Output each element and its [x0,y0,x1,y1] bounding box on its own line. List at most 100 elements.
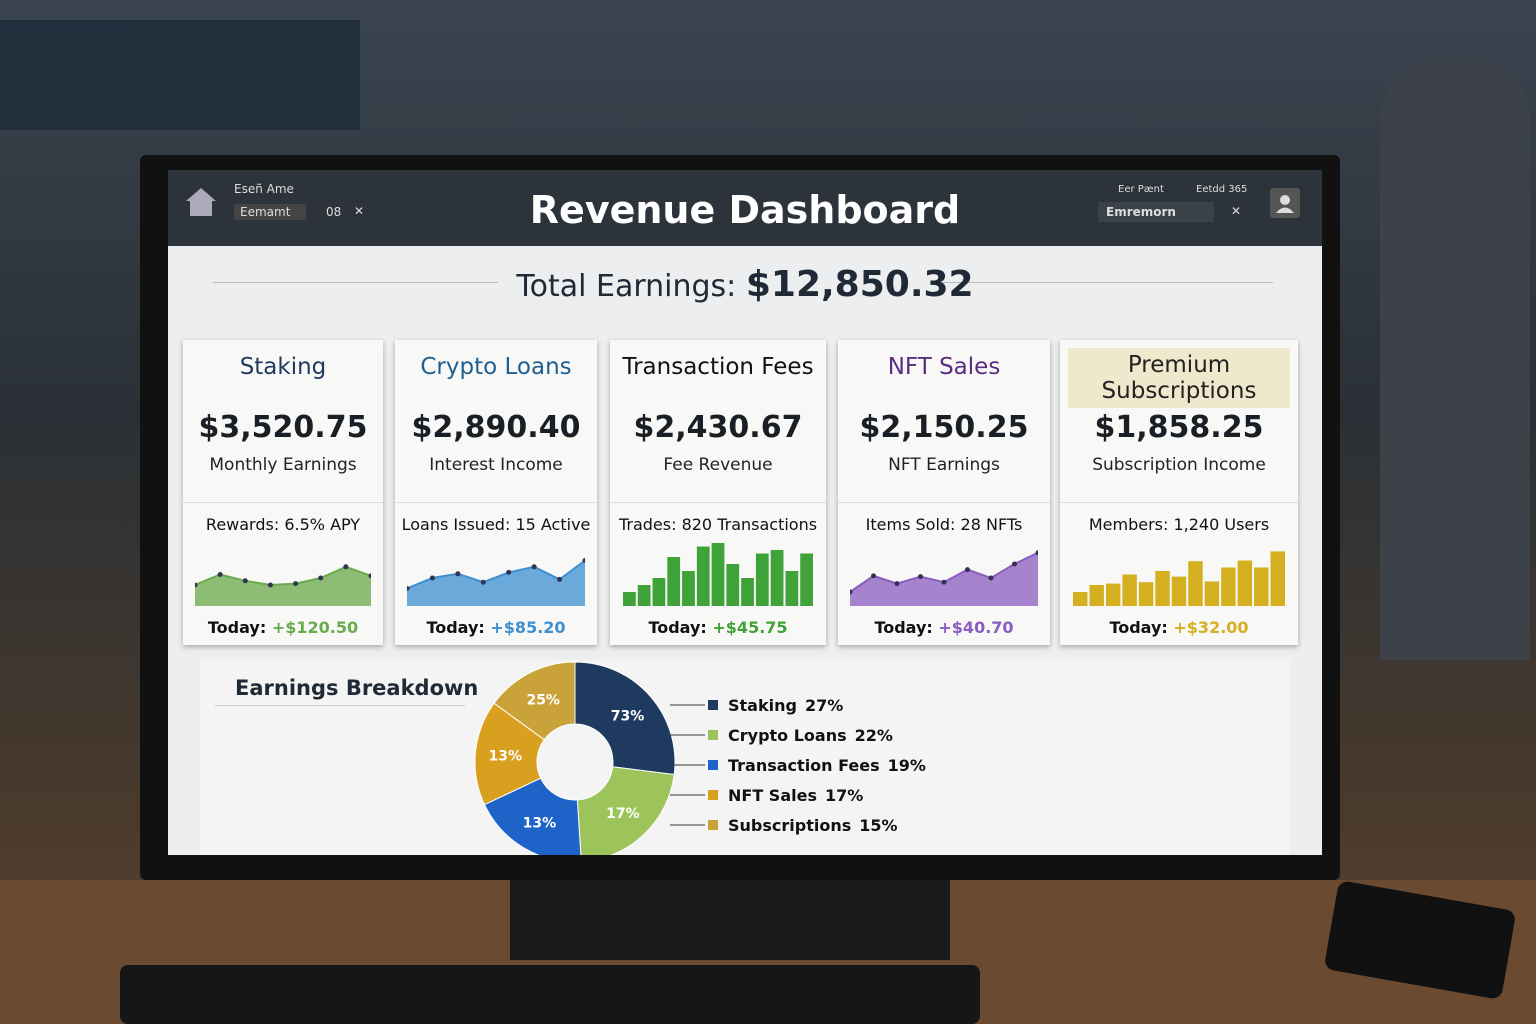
sparkline-bar [637,585,651,606]
sparkline-point [557,576,563,582]
card-stat: Rewards: 6.5% APY [183,502,383,534]
sparkline-bar [770,550,784,606]
sparkline-point [582,558,585,563]
stat-label: Trades: [618,515,677,534]
total-earnings: Total Earnings: $12,850.32 [168,264,1322,305]
sparkline-bar [711,543,725,606]
sparkline-area [195,566,371,606]
legend-name: NFT Sales [728,786,817,805]
sparkline-bar [623,592,636,606]
sparkline-point [429,575,435,581]
sparkline-point [455,571,461,577]
card-amount-label: Subscription Income [1092,455,1266,475]
card-title: Crypto Loans [420,354,572,380]
sparkline-point [941,579,947,585]
donut-slice [493,661,576,741]
stat-label: Rewards: [205,515,280,534]
legend-name: Crypto Loans [728,726,847,745]
sparkline-area [850,552,1038,606]
dashboard-screen: Eseñ Ame Eemamt 08 ✕ Revenue Dashboard E… [168,170,1322,855]
sparkline-bar [1254,567,1269,606]
card-today: Today: +$32.00 [1060,618,1298,637]
sparkline-point [965,567,970,573]
slice-label: 73% [611,709,645,725]
sparkline-point [368,573,371,579]
sparkline-point [894,581,900,587]
monitor-stand [510,880,950,960]
background-monitor [0,20,360,130]
legend-swatch [708,760,718,770]
field[interactable]: Eemamt [234,204,306,220]
today-label: Today: [874,618,933,637]
card-today: Today: +$40.70 [838,618,1050,637]
sparkline-point [506,569,512,575]
donut-slice [576,766,675,855]
today-label: Today: [426,618,485,637]
sparkline-point [318,575,324,581]
today-value: +$40.70 [938,618,1014,637]
metric-card: Premium Subscriptions $1,858.25 Subscripti… [1060,340,1298,645]
sparkline-point [918,574,923,580]
sparkline [623,543,813,606]
select[interactable]: Emremorn [1098,202,1214,222]
sparkline-point [988,575,994,581]
divider [213,282,498,283]
right-code: Eetdd 365 [1196,184,1248,195]
sparkline-point [480,579,486,585]
breakdown-panel: Earnings Breakdown 73% Staking 27% 17% Crypt… [200,660,1290,855]
sparkline-point [195,582,198,588]
donut-chart: 73% Staking 27% 17% Crypto Loans 22% 13% Transa… [474,661,926,855]
today-value: +$120.50 [271,618,359,637]
sparkline-point [1035,550,1038,556]
total-label: Total Earnings: [516,269,737,304]
sparkline [1073,551,1285,606]
close-button[interactable]: ✕ [354,204,365,218]
card-title: Premium Subscriptions [1068,348,1290,408]
card-stat: Loans Issued: 15 Active [395,502,597,534]
divider [938,282,1273,283]
today-label: Today: [207,618,267,637]
card-title: NFT Sales [887,354,1001,380]
sparkline-point [217,572,223,577]
sparkline-bar [682,571,695,606]
sparkline-bar [1122,574,1137,606]
card-amount-label: NFT Earnings [888,455,1000,475]
donut-slice [574,661,676,776]
sparkline-area [407,560,585,606]
stat-value: 820 Transactions [681,515,818,534]
legend-swatch [708,730,718,740]
sparkline-bar [1155,571,1170,606]
legend-value: 17% [825,786,863,805]
sparkline-bar [785,571,799,606]
stat-value: 1,240 Users [1173,515,1270,534]
home-icon[interactable] [184,186,218,218]
sparkline-point [293,581,299,587]
sparkline-bar [1204,581,1220,606]
card-stat: Items Sold: 28 NFTs [838,502,1050,534]
stat-value: 15 Active [515,515,591,534]
stat-label: Members: [1088,515,1169,534]
sparkline [407,558,585,606]
card-stat: Members: 1,240 Users [1060,502,1298,534]
sparkline-bar [1221,567,1236,606]
sparkline-point [1012,561,1017,567]
card-amount: $2,890.40 [411,410,581,445]
sparkline-point [242,578,248,584]
stat-label: Loans Issued: [401,515,511,534]
sparkline-bar [741,578,754,606]
sparkline-point [531,564,537,570]
legend-swatch [708,790,718,800]
stat-label: Items Sold: [865,515,956,534]
card-today: Today: +$85.20 [395,618,597,637]
user-icon[interactable] [1270,188,1300,218]
legend-label: Subscriptions 15% [728,816,898,835]
sparkline-bar [696,546,710,606]
sparkline-line [407,559,585,590]
card-amount: $2,430.67 [633,410,803,445]
dashboard-title: Revenue Dashboard [529,188,961,232]
header-bar: Eseñ Ame Eemamt 08 ✕ Revenue Dashboard E… [168,170,1322,246]
slice-label: 13% [523,815,557,831]
card-amount-label: Fee Revenue [663,455,773,475]
close-button[interactable]: ✕ [1231,204,1242,218]
card-amount-label: Interest Income [429,455,563,475]
